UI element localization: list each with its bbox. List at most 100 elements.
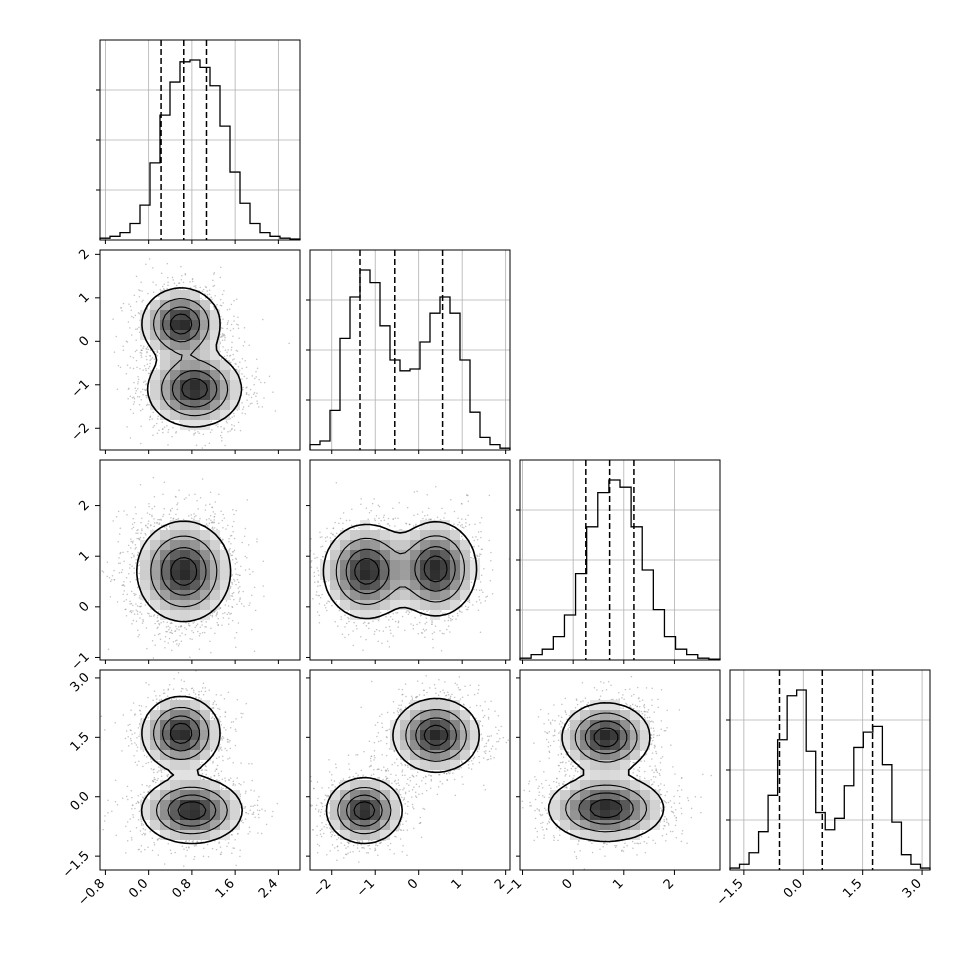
scatter-point (193, 434, 195, 436)
scatter-point (166, 287, 168, 290)
scatter-point (210, 420, 213, 422)
scatter-point (145, 263, 147, 266)
scatter-point (154, 644, 156, 646)
scatter-point (119, 527, 122, 530)
density-cell (200, 330, 210, 340)
histogram-panel-1 (306, 249, 511, 451)
scatter-point (246, 499, 249, 501)
scatter-point (246, 377, 248, 380)
scatter-point (131, 315, 133, 318)
scatter-point (182, 281, 185, 284)
scatter-point (138, 289, 140, 291)
scatter-point (256, 540, 258, 543)
scatter-point (237, 327, 240, 329)
scatter-point (177, 518, 180, 520)
scatter-point (139, 289, 141, 292)
panel-frame (519, 459, 721, 661)
scatter-point (129, 610, 131, 613)
histogram-bars (309, 269, 511, 450)
scatter-point (223, 517, 226, 519)
scatter-point (164, 526, 166, 529)
scatter-point (237, 421, 240, 424)
scatter-point (222, 513, 224, 516)
scatter-point (145, 367, 147, 370)
scatter-point (147, 372, 150, 375)
scatter-point (228, 308, 231, 310)
scatter-point (202, 288, 205, 291)
scatter-point (138, 312, 141, 315)
scatter-point (126, 593, 128, 596)
scatter-point (118, 533, 121, 535)
density-cell (220, 360, 230, 370)
scatter-point (148, 505, 150, 508)
scatter-point (132, 540, 134, 542)
scatter-point (154, 634, 156, 636)
scatter-point (106, 575, 109, 578)
density-cell (200, 380, 210, 390)
scatter-point (182, 518, 185, 521)
scatter-point (152, 291, 155, 293)
density-cell (180, 390, 190, 400)
scatter-point (156, 522, 159, 524)
scatter-point (139, 536, 142, 539)
scatter-point (139, 368, 141, 370)
scatter-point (226, 422, 228, 424)
scatter-point (261, 406, 264, 408)
scatter-point (244, 569, 247, 571)
scatter-point (204, 297, 207, 299)
scatter-point (221, 436, 223, 439)
scatter-point (232, 353, 234, 356)
scatter-point (136, 537, 138, 540)
scatter-point (156, 349, 158, 352)
scatter-point (263, 595, 265, 597)
scatter-point (211, 506, 213, 509)
scatter-point (233, 320, 235, 322)
scatter-point (247, 544, 250, 546)
scatter-point (137, 635, 139, 638)
scatter-point (162, 621, 165, 623)
scatter-point (115, 515, 118, 518)
scatter-point (190, 514, 192, 516)
scatter-point (224, 339, 226, 341)
scatter-point (151, 507, 153, 510)
scatter-point (146, 351, 148, 354)
scatter-point (159, 638, 162, 641)
scatter-point (223, 333, 225, 336)
scatter-point (184, 626, 186, 629)
scatter-point (184, 272, 187, 275)
scatter-point (217, 617, 219, 620)
density-cell (160, 360, 170, 370)
scatter-point (254, 377, 256, 380)
scatter-point (220, 304, 223, 307)
scatter-point (130, 540, 132, 543)
scatter-point (129, 395, 132, 397)
scatter-point (117, 562, 120, 564)
scatter-point (158, 429, 160, 431)
scatter-point (199, 286, 201, 289)
scatter-point (181, 274, 183, 277)
scatter-point (136, 396, 139, 398)
density-cell (220, 380, 230, 390)
density-cell (170, 390, 180, 400)
scatter-point (126, 513, 128, 516)
scatter-point (153, 350, 156, 353)
scatter-point (255, 358, 258, 360)
scatter-point (149, 415, 152, 417)
scatter-point (149, 355, 152, 357)
scatter-point (138, 395, 141, 398)
scatter-point (237, 622, 240, 624)
scatter-point (176, 639, 178, 641)
scatter-point (102, 571, 105, 573)
scatter-point (235, 298, 238, 301)
scatter-point (219, 298, 222, 301)
scatter-point (139, 617, 141, 619)
scatter-point (136, 554, 139, 556)
scatter-point (145, 369, 147, 372)
scatter-point (208, 289, 211, 291)
scatter-point (139, 611, 141, 613)
scatter-point (144, 380, 146, 382)
scatter-point (213, 273, 215, 275)
scatter-point (123, 510, 125, 512)
scatter-point (239, 429, 242, 432)
scatter-point (195, 287, 197, 289)
